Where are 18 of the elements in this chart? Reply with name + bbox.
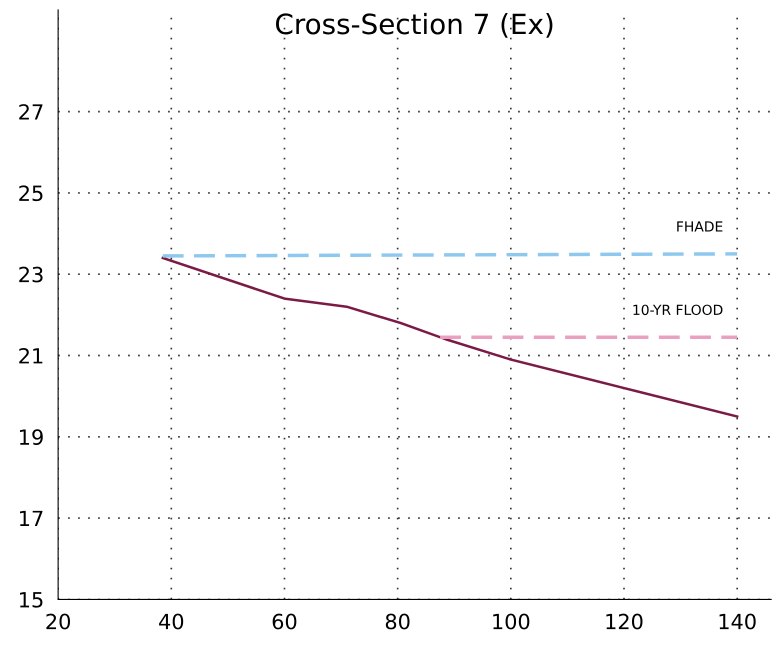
y-tick-label: 19 [20,429,43,446]
line-series [162,256,738,418]
chart-title: Cross-Section 7 (Ex) [276,12,552,38]
x-tick-label: 40 [159,614,184,630]
x-tick-label: 60 [272,614,296,630]
series-label: 10-YR FLOOD [633,304,722,316]
x-tick-label: 100 [493,614,530,630]
y-tick-label: 27 [19,104,42,120]
y-tick-label: 17 [20,510,42,526]
series-label: FHADE [677,221,722,232]
y-tick-label: 25 [19,185,42,202]
x-tick-label: 80 [386,614,410,630]
y-tick-label: 21 [19,348,42,364]
y-tick-label: 23 [19,266,43,282]
x-tick-label: 120 [606,614,642,630]
x-tick-label: 140 [720,614,756,630]
y-tick-label: 15 [20,592,42,608]
x-tick-label: 20 [46,614,70,630]
